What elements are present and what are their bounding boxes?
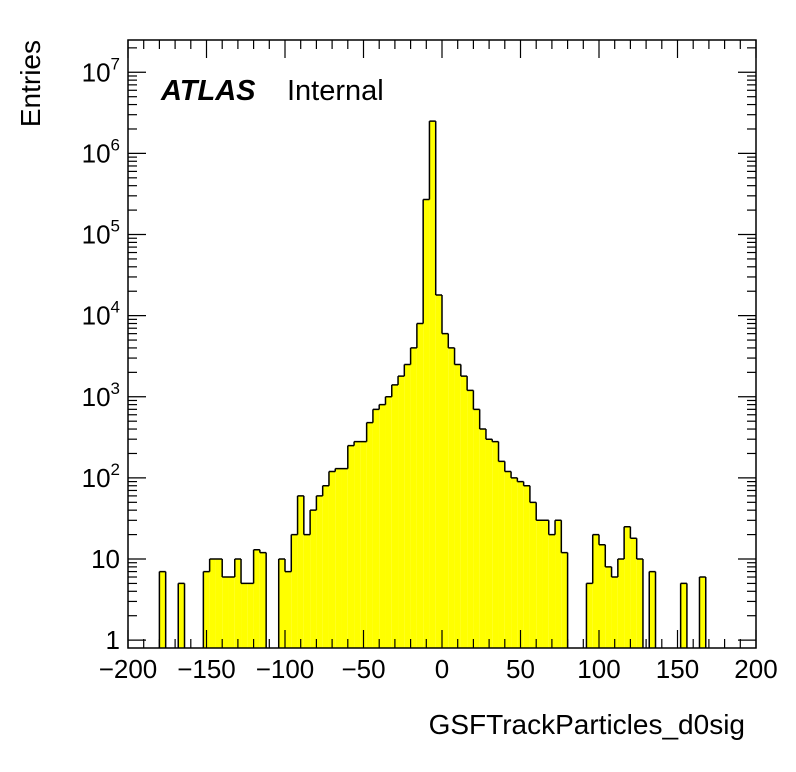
histogram-bar <box>253 549 260 648</box>
y-tick-label: 107 <box>82 54 120 87</box>
x-tick-label: −200 <box>99 654 158 684</box>
histogram-bar <box>291 534 298 648</box>
tick-marks <box>127 40 757 648</box>
histogram-bar <box>385 396 392 648</box>
histogram-bar <box>555 520 562 648</box>
histogram-bar <box>335 468 342 648</box>
histogram-bar <box>354 441 361 648</box>
histogram-bar <box>561 552 568 648</box>
y-tick-label: 1 <box>106 625 120 655</box>
histogram-bar <box>297 495 304 648</box>
atlas-label: ATLAS <box>160 75 256 107</box>
histogram-bar <box>322 485 329 648</box>
histogram-bar <box>159 571 166 648</box>
histogram-bar <box>429 121 436 648</box>
histogram-bar <box>278 559 285 648</box>
histogram-bar <box>611 577 618 648</box>
histogram-bar <box>404 364 411 648</box>
histogram-bar <box>435 294 442 648</box>
histogram-bar <box>492 441 499 648</box>
y-tick-label: 105 <box>82 217 120 250</box>
histogram-bar <box>259 552 267 648</box>
histogram-bar <box>454 364 461 648</box>
histogram-bar <box>398 376 405 648</box>
histogram-bar <box>442 333 449 648</box>
y-tick-label: 103 <box>82 379 120 412</box>
plot-frame <box>127 39 757 649</box>
x-tick-label: 200 <box>734 654 777 684</box>
y-tick-label: 102 <box>82 460 120 493</box>
histogram-bar <box>542 520 549 648</box>
histogram-bar <box>599 544 606 648</box>
histogram-bar <box>504 471 512 648</box>
histogram-bar <box>360 441 367 648</box>
y-tick-labels: 1 10 102 103 104 105 106 107 <box>82 54 120 655</box>
histogram-bar <box>379 404 386 648</box>
histogram-bar <box>617 559 625 648</box>
histogram-bar <box>209 559 216 648</box>
histogram-bar <box>303 534 311 648</box>
histogram-bar <box>328 471 336 648</box>
histogram-bar <box>636 559 643 648</box>
histogram-bar <box>649 571 656 648</box>
histogram-bar <box>416 323 424 648</box>
histogram-bar <box>372 409 380 648</box>
histogram-bar <box>479 429 486 648</box>
histogram-bar <box>341 468 348 648</box>
y-axis-title: Entries <box>15 40 46 127</box>
x-tick-label: −150 <box>177 654 236 684</box>
histogram-bar <box>215 559 223 648</box>
x-tick-label: 150 <box>656 654 699 684</box>
internal-label: Internal <box>287 75 384 107</box>
histogram-bar <box>485 439 493 648</box>
histogram-bar <box>222 577 229 648</box>
x-tick-label: 0 <box>435 654 449 684</box>
histogram-bar <box>529 502 537 648</box>
x-tick-label: 100 <box>577 654 620 684</box>
histogram-bar <box>680 583 687 648</box>
histogram-bar <box>467 390 474 648</box>
histogram-bar <box>586 583 593 648</box>
histogram-bar <box>517 481 524 648</box>
histogram-bar <box>423 199 430 648</box>
histogram-bar <box>316 495 323 648</box>
histogram-bar <box>203 571 210 648</box>
histogram-bar <box>310 510 317 648</box>
histogram-bar <box>178 583 185 648</box>
histogram-bar <box>366 422 373 648</box>
histogram-outline <box>158 120 707 648</box>
y-tick-label: 10 <box>91 544 120 574</box>
histogram-bar <box>228 577 235 648</box>
histogram-bar <box>592 534 599 648</box>
histogram-bar <box>234 559 242 648</box>
x-tick-label: −100 <box>256 654 315 684</box>
x-tick-label: 50 <box>506 654 535 684</box>
histogram-bar <box>498 461 505 648</box>
y-tick-label: 104 <box>82 298 120 331</box>
histogram-bar <box>473 409 480 648</box>
histogram-bar <box>285 571 292 648</box>
histogram-bar <box>448 347 455 648</box>
histogram-bar <box>241 583 248 648</box>
histogram-bar <box>536 520 543 648</box>
histogram-bar <box>523 485 530 648</box>
histogram-bar <box>347 445 355 648</box>
histogram-bar <box>391 384 399 648</box>
x-tick-label: −50 <box>341 654 385 684</box>
histogram-bar <box>247 583 254 648</box>
histogram-bar <box>410 347 417 648</box>
histogram-bar <box>624 526 631 648</box>
histogram-bar <box>548 534 556 648</box>
histogram-bars <box>159 121 706 648</box>
histogram-bar <box>605 566 612 648</box>
histogram-bar <box>511 477 518 648</box>
histogram-bar <box>699 577 706 648</box>
histogram-bar <box>460 376 468 648</box>
x-tick-labels: −200 −150 −100 −50 0 50 100 150 200 <box>99 654 778 684</box>
x-axis-title: GSFTrackParticles_d0sig <box>429 709 745 740</box>
histogram-bar <box>630 538 637 648</box>
y-tick-label: 106 <box>82 135 120 168</box>
